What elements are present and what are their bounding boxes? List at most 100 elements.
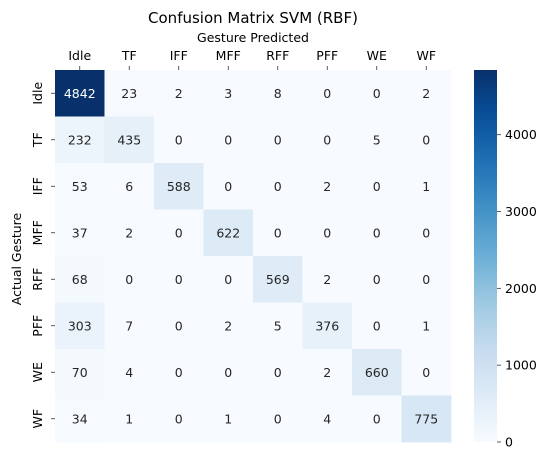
y-tick-label: MFF xyxy=(30,220,45,245)
heatmap-cell xyxy=(55,116,105,164)
heatmap-cell xyxy=(401,349,452,396)
heatmap-cell xyxy=(104,209,155,257)
heatmap-cell xyxy=(352,349,402,396)
heatmap-cell xyxy=(104,70,155,117)
cell-value: 2 xyxy=(323,272,331,287)
colorbar-tick-label: 3000 xyxy=(505,204,537,219)
x-tick-label: MFF xyxy=(216,48,241,63)
x-tick-label: RFF xyxy=(266,48,289,63)
heatmap-cell xyxy=(302,116,353,164)
heatmap-cell xyxy=(352,116,402,164)
heatmap-cell xyxy=(154,302,204,350)
cell-value: 7 xyxy=(125,318,133,333)
y-tick-label: WE xyxy=(30,362,45,382)
y-tick-label: RFF xyxy=(30,268,45,291)
cell-value: 5 xyxy=(373,132,381,147)
x-tick-label: WE xyxy=(367,48,387,63)
heatmap-cell xyxy=(302,349,353,396)
cell-value: 303 xyxy=(68,318,92,333)
cell-value: 376 xyxy=(315,318,339,333)
cell-value: 6 xyxy=(125,179,133,194)
cell-value: 0 xyxy=(224,365,232,380)
heatmap-cell xyxy=(203,349,254,396)
cell-value: 0 xyxy=(175,318,183,333)
heatmap-cell xyxy=(302,163,353,210)
heatmap-cell xyxy=(104,395,155,443)
colorbar-gradient xyxy=(474,70,497,442)
cell-value: 0 xyxy=(175,272,183,287)
cell-value: 0 xyxy=(175,225,183,240)
cell-value: 0 xyxy=(175,411,183,426)
heatmap-cell xyxy=(55,163,105,210)
heatmap-cell xyxy=(253,302,303,350)
heatmap-cell xyxy=(302,256,353,303)
heatmap-cell xyxy=(302,302,353,350)
cell-value: 0 xyxy=(323,225,331,240)
heatmap-cell xyxy=(55,302,105,350)
cell-value: 4842 xyxy=(64,86,96,101)
heatmap-cell xyxy=(203,116,254,164)
chart-title: Confusion Matrix SVM (RBF) xyxy=(148,9,358,27)
colorbar-tick-label: 4000 xyxy=(505,127,537,142)
cell-value: 2 xyxy=(175,86,183,101)
heatmap-cell xyxy=(253,163,303,210)
heatmap-cell xyxy=(55,70,105,117)
y-axis-label: Actual Gesture xyxy=(9,212,24,305)
cell-value: 0 xyxy=(274,365,282,380)
cell-value: 2 xyxy=(125,225,133,240)
cell-value: 68 xyxy=(72,272,88,287)
cell-value: 0 xyxy=(224,179,232,194)
heatmap-cell xyxy=(203,302,254,350)
cell-value: 0 xyxy=(373,225,381,240)
cell-value: 0 xyxy=(422,132,430,147)
colorbar: 0 1000 2000 3000 4000 xyxy=(474,70,537,450)
cell-value: 70 xyxy=(72,365,88,380)
heatmap-cell xyxy=(55,256,105,303)
heatmap-cell xyxy=(401,163,452,210)
heatmap-cell xyxy=(352,395,402,443)
cell-value: 2 xyxy=(422,86,430,101)
cell-value: 569 xyxy=(266,272,290,287)
cell-value: 4 xyxy=(125,365,133,380)
cell-value: 0 xyxy=(224,132,232,147)
y-tick-label: IFF xyxy=(30,177,45,195)
heatmap-cell xyxy=(104,116,155,164)
x-tick-labels: Idle TF IFF MFF RFF PFF WE WF xyxy=(68,48,436,70)
y-tick-labels: Idle TF IFF MFF RFF PFF WE WF xyxy=(30,82,55,429)
cell-value: 0 xyxy=(373,318,381,333)
cell-value: 588 xyxy=(167,179,191,194)
heatmap-cell xyxy=(352,163,402,210)
heatmap-cell xyxy=(401,116,452,164)
cell-value: 0 xyxy=(274,225,282,240)
cell-value: 2 xyxy=(323,365,331,380)
x-tick-label: PFF xyxy=(316,48,338,63)
heatmap-cell xyxy=(401,395,452,443)
heatmap-cell xyxy=(104,256,155,303)
heatmap-cell xyxy=(253,116,303,164)
heatmap-cell xyxy=(401,256,452,303)
heatmap-cell xyxy=(104,302,155,350)
y-tick-label: WF xyxy=(30,409,45,429)
cell-value: 0 xyxy=(373,272,381,287)
cell-value: 2 xyxy=(323,179,331,194)
heatmap-cell xyxy=(253,256,303,303)
heatmap-cell xyxy=(253,349,303,396)
cell-value: 232 xyxy=(68,132,92,147)
heatmap-cell xyxy=(203,395,254,443)
heatmap-cell xyxy=(253,395,303,443)
heatmap-cell xyxy=(154,395,204,443)
heatmap-cell xyxy=(302,70,353,117)
heatmap-cell xyxy=(352,70,402,117)
cell-value: 0 xyxy=(175,132,183,147)
heatmap-cell xyxy=(253,209,303,257)
cell-value: 1 xyxy=(224,411,232,426)
heatmap-cell xyxy=(203,163,254,210)
cell-value: 0 xyxy=(323,132,331,147)
x-tick-label: WF xyxy=(416,48,436,63)
cell-value: 0 xyxy=(422,272,430,287)
cell-value: 8 xyxy=(274,86,282,101)
heatmap-cell xyxy=(154,70,204,117)
heatmap-cell xyxy=(203,209,254,257)
colorbar-tick-label: 2000 xyxy=(505,281,537,296)
